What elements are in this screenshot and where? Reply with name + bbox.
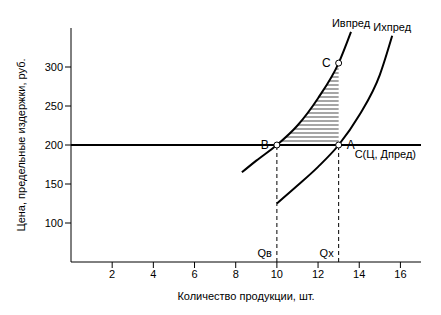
svg-text:A: A (347, 138, 355, 152)
svg-text:14: 14 (353, 268, 365, 280)
svg-text:Qх: Qх (320, 247, 335, 259)
svg-text:150: 150 (45, 178, 63, 190)
svg-text:100: 100 (45, 217, 63, 229)
svg-text:Количество продукции, шт.: Количество продукции, шт. (177, 290, 314, 302)
svg-text:B: B (261, 138, 269, 152)
svg-text:250: 250 (45, 100, 63, 112)
svg-text:16: 16 (394, 268, 406, 280)
svg-text:Ихпред: Ихпред (373, 21, 411, 33)
svg-text:6: 6 (191, 268, 197, 280)
svg-text:10: 10 (271, 268, 283, 280)
svg-text:12: 12 (312, 268, 324, 280)
svg-text:2: 2 (109, 268, 115, 280)
svg-text:Ивпред: Ивпред (332, 17, 371, 29)
svg-text:C: C (322, 56, 331, 70)
svg-text:200: 200 (45, 139, 63, 151)
svg-text:300: 300 (45, 61, 63, 73)
svg-text:Цена, предельные издержки, руб: Цена, предельные издержки, руб. (15, 59, 27, 232)
svg-text:8: 8 (233, 268, 239, 280)
svg-text:4: 4 (150, 268, 156, 280)
svg-text:C(Ц, Дпред): C(Ц, Дпред) (355, 148, 416, 160)
svg-text:Qв: Qв (257, 247, 272, 259)
